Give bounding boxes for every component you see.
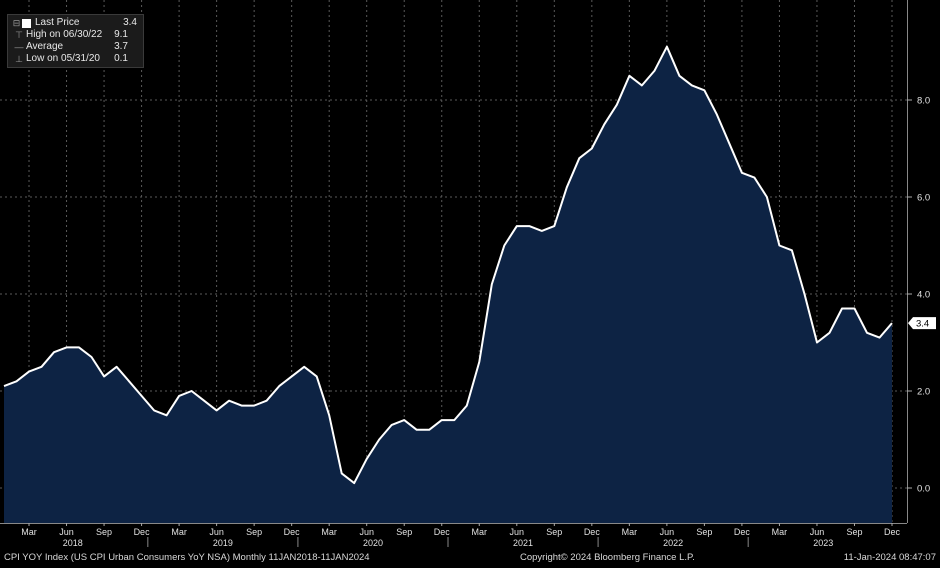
legend-value: 3.7: [114, 41, 128, 52]
x-tick-label: Jun: [59, 527, 74, 537]
x-tick-label: Dec: [284, 527, 301, 537]
legend-label: Last Price: [35, 17, 80, 28]
x-tick-label: Dec: [734, 527, 751, 537]
x-tick-label: Dec: [434, 527, 451, 537]
y-tick-label: 2.0: [917, 387, 930, 398]
x-tick-label: Dec: [584, 527, 601, 537]
x-tick-label: Jun: [209, 527, 224, 537]
x-year-label: 2018: [63, 538, 83, 548]
x-tick-label: Jun: [810, 527, 825, 537]
legend-label: Average: [26, 41, 64, 52]
x-year-label: 2023: [813, 538, 833, 548]
x-tick-label: Dec: [134, 527, 151, 537]
x-year-label: 2020: [363, 538, 383, 548]
footer-bar: CPI YOY Index (US CPI Urban Consumers Yo…: [0, 549, 940, 568]
cpi-series-line: [3, 45, 893, 485]
x-tick-label: Mar: [772, 527, 788, 537]
x-axis-ticks: Mar Jun Sep Dec Mar Jun Sep Dec Mar Jun Sep Dec Mar J…: [21, 523, 900, 548]
x-tick-label: Jun: [660, 527, 675, 537]
high-marker-icon: ⊤: [15, 30, 23, 40]
x-tick-label: Sep: [696, 527, 712, 537]
white-square-icon: [22, 18, 31, 28]
x-tick-label: Dec: [884, 527, 901, 537]
x-tick-label: Jun: [510, 527, 525, 537]
x-tick-label: Mar: [21, 527, 37, 537]
y-axis-ticks: 0.0 2.0 4.0 6.0 8.0: [907, 96, 930, 495]
last-price-tag-label: 3.4: [916, 319, 929, 330]
x-tick-label: Mar: [171, 527, 187, 537]
x-tick-label: Sep: [96, 527, 112, 537]
legend-value: 0.1: [114, 53, 128, 64]
footer-security-description: CPI YOY Index (US CPI Urban Consumers Yo…: [4, 552, 370, 563]
y-tick-label: 6.0: [917, 193, 930, 204]
cpi-yoy-chart: 0.0 2.0 4.0 6.0 8.0 Mar Jun Sep Dec Mar Jun Sep Dec…: [0, 0, 936, 548]
legend-value: 9.1: [114, 29, 128, 40]
legend-item-high: ⊤ High on 06/30/22 9.1: [12, 29, 137, 41]
collapse-icon[interactable]: ⊟: [12, 18, 21, 28]
footer-timestamp: 11-Jan-2024 08:47:07: [843, 552, 936, 563]
low-marker-icon: ⊥: [15, 54, 23, 64]
y-tick-label: 8.0: [917, 96, 930, 107]
x-tick-label: Jun: [359, 527, 374, 537]
footer-copyright: Copyright© 2024 Bloomberg Finance L.P.: [520, 552, 695, 563]
x-tick-label: Mar: [472, 527, 488, 537]
x-year-label: 2022: [663, 538, 683, 548]
legend-value: 3.4: [123, 17, 137, 28]
average-marker-icon: —: [14, 42, 24, 52]
x-tick-label: Sep: [846, 527, 862, 537]
legend-item-average: — Average 3.7: [12, 41, 137, 53]
x-tick-label: Sep: [246, 527, 262, 537]
x-year-label: 2021: [513, 538, 533, 548]
legend-label: High on 06/30/22: [26, 29, 103, 40]
x-year-label: 2019: [213, 538, 233, 548]
x-tick-label: Mar: [622, 527, 638, 537]
legend: ⊟ Last Price 3.4 ⊤ High on 06/30/22 9.1 …: [7, 14, 144, 68]
x-tick-label: Sep: [396, 527, 412, 537]
legend-item-last-price: ⊟ Last Price 3.4: [12, 17, 137, 29]
legend-label: Low on 05/31/20: [26, 53, 100, 64]
last-price-tag-shape: [908, 317, 936, 330]
legend-item-low: ⊥ Low on 05/31/20 0.1: [12, 53, 137, 65]
y-tick-label: 0.0: [917, 484, 930, 495]
x-tick-label: Sep: [546, 527, 562, 537]
last-price-tag: 3.4: [908, 317, 936, 330]
x-tick-label: Mar: [321, 527, 337, 537]
y-tick-label: 4.0: [917, 290, 930, 301]
